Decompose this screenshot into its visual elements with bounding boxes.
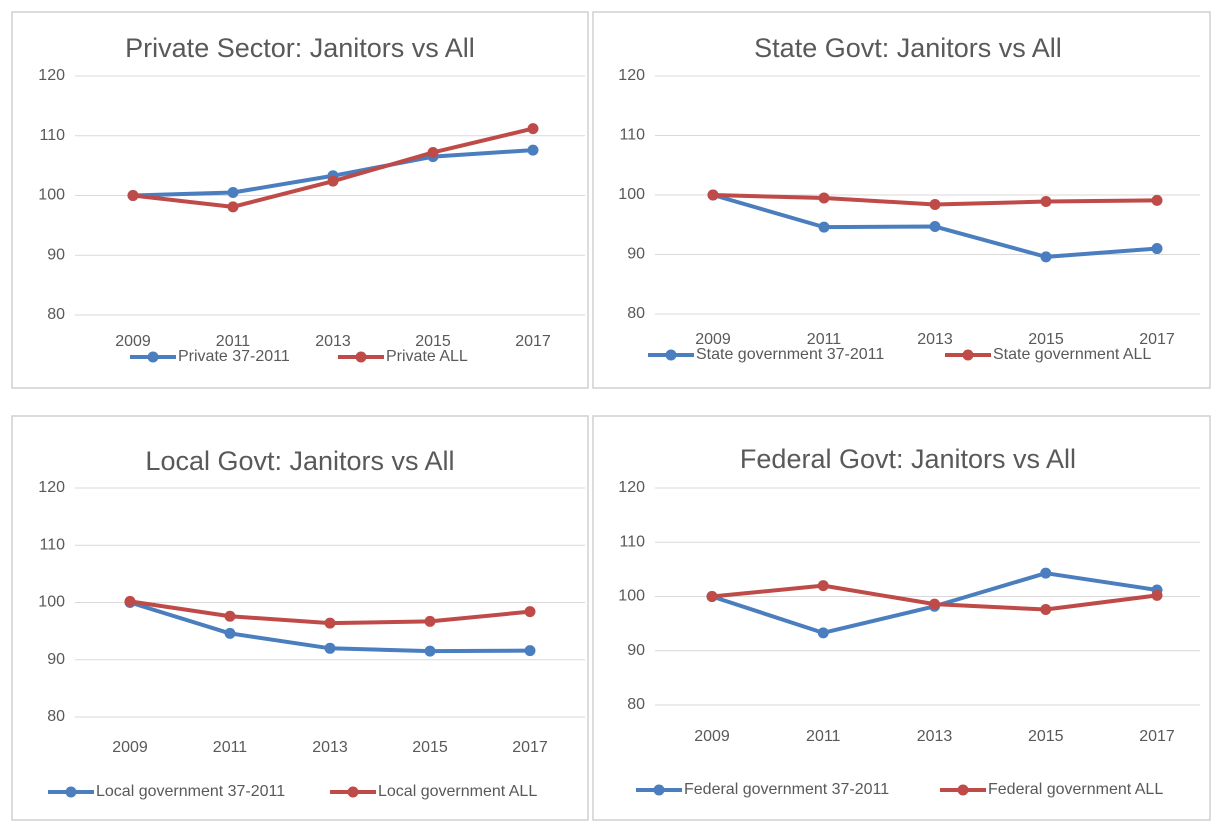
y-tick-label: 100	[38, 594, 65, 611]
point	[424, 645, 436, 657]
legend-marker	[653, 784, 665, 796]
y-tick-label: 80	[47, 306, 65, 323]
x-tick-label: 2013	[917, 728, 953, 745]
point	[324, 617, 336, 629]
y-tick-label: 90	[47, 246, 65, 263]
x-tick-label: 2015	[412, 739, 448, 756]
legend-label: Private ALL	[386, 348, 468, 365]
x-tick-label: 2015	[1028, 331, 1064, 348]
point	[1151, 589, 1163, 601]
x-tick-label: 2017	[1139, 331, 1175, 348]
y-tick-label: 90	[47, 651, 65, 668]
y-tick-label: 80	[627, 696, 645, 713]
point	[524, 606, 536, 618]
x-tick-label: 2017	[512, 739, 548, 756]
x-tick-label: 2011	[213, 739, 248, 756]
legend-label: Federal government 37-2011	[684, 781, 889, 798]
point	[424, 615, 436, 627]
point	[127, 190, 139, 201]
chart-title: Local Govt: Janitors vs All	[145, 446, 454, 476]
point	[427, 146, 439, 158]
legend-marker	[147, 351, 159, 363]
legend-label: Private 37-2011	[178, 348, 290, 365]
legend-label: Local government 37-2011	[96, 783, 285, 800]
y-tick-label: 100	[618, 588, 645, 605]
point	[527, 123, 539, 135]
panel	[11, 11, 589, 389]
x-tick-label: 2011	[216, 333, 251, 350]
point	[707, 189, 719, 201]
point	[1040, 604, 1052, 616]
x-tick-label: 2011	[807, 331, 842, 348]
x-tick-label: 2013	[315, 333, 351, 350]
x-tick-label: 2009	[695, 331, 731, 348]
legend-marker	[957, 784, 969, 796]
x-tick-label: 2011	[806, 728, 841, 745]
x-tick-label: 2017	[515, 333, 551, 350]
point	[929, 199, 941, 211]
y-tick-label: 90	[627, 246, 645, 263]
chart-title: Federal Govt: Janitors vs All	[740, 444, 1076, 474]
y-tick-label: 120	[38, 67, 65, 84]
y-tick-label: 90	[627, 642, 645, 659]
point	[327, 175, 339, 187]
point	[1040, 196, 1052, 208]
y-tick-label: 110	[619, 533, 645, 550]
point	[1040, 251, 1052, 263]
panel	[592, 415, 1211, 821]
point	[224, 610, 236, 622]
legend-label: Local government ALL	[378, 783, 537, 800]
y-tick-label: 110	[39, 536, 65, 553]
point	[227, 201, 239, 213]
legend-marker	[355, 351, 367, 363]
x-tick-label: 2013	[312, 739, 348, 756]
y-tick-label: 120	[38, 479, 65, 496]
legend-label: Federal government ALL	[988, 781, 1163, 798]
legend-label: State government ALL	[993, 346, 1151, 363]
point	[224, 627, 236, 639]
y-tick-label: 110	[39, 127, 65, 144]
y-tick-label: 80	[47, 708, 65, 725]
legend-marker	[65, 786, 77, 798]
point	[1040, 567, 1052, 579]
point	[929, 221, 941, 233]
point	[817, 627, 829, 639]
y-tick-label: 120	[618, 67, 645, 84]
point	[706, 591, 718, 602]
x-tick-label: 2009	[115, 333, 151, 350]
point	[817, 580, 829, 592]
point	[1151, 243, 1163, 255]
x-tick-label: 2009	[694, 728, 730, 745]
y-tick-label: 100	[618, 186, 645, 203]
point	[1151, 194, 1163, 206]
x-tick-label: 2015	[1028, 728, 1064, 745]
chart-title: Private Sector: Janitors vs All	[125, 33, 475, 63]
legend-marker	[962, 349, 974, 361]
point	[818, 221, 830, 233]
y-tick-label: 80	[627, 305, 645, 322]
point	[527, 144, 539, 156]
point	[124, 595, 136, 607]
legend-marker	[347, 786, 359, 798]
y-tick-label: 120	[618, 479, 645, 496]
x-tick-label: 2015	[415, 333, 451, 350]
x-tick-label: 2017	[1139, 728, 1175, 745]
chart-title: State Govt: Janitors vs All	[754, 33, 1062, 63]
legend-label: State government 37-2011	[696, 346, 884, 363]
y-tick-label: 100	[38, 187, 65, 204]
y-tick-label: 110	[619, 127, 645, 144]
panel	[11, 415, 589, 821]
point	[818, 192, 830, 204]
legend-marker	[665, 349, 677, 361]
point	[324, 642, 336, 654]
point	[524, 645, 536, 657]
point	[929, 598, 940, 610]
x-tick-label: 2013	[917, 331, 953, 348]
x-tick-label: 2009	[112, 739, 148, 756]
point	[227, 187, 239, 199]
